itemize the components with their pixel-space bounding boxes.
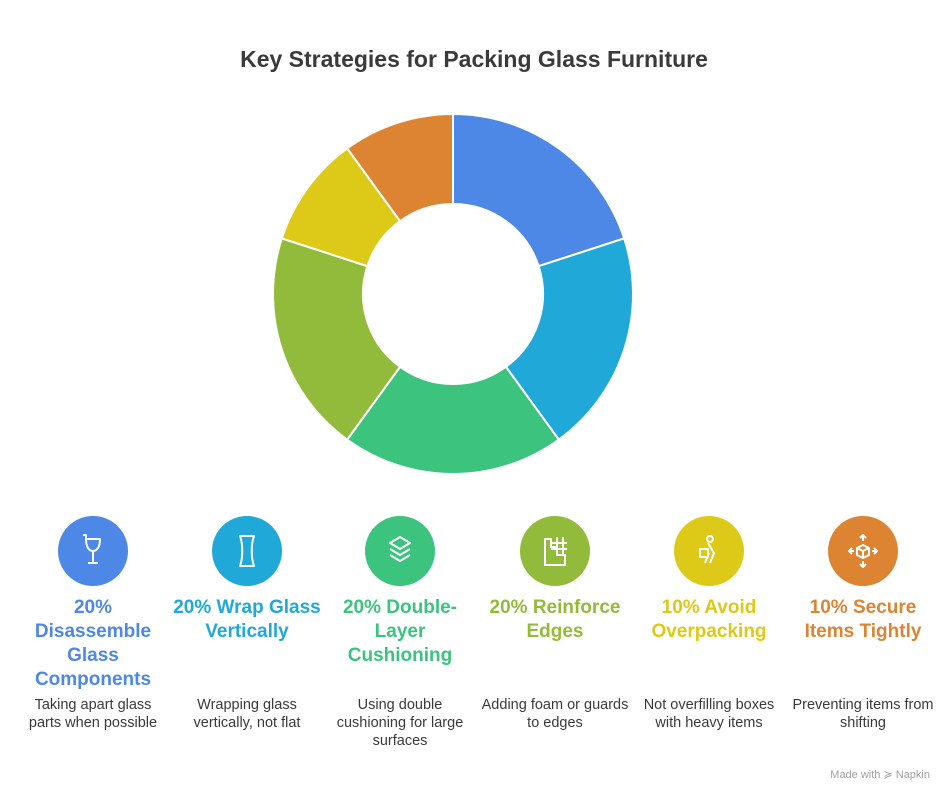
chart-title: Key Strategies for Packing Glass Furnitu… xyxy=(240,46,708,72)
strategy-label: 10% Secure Items Tightly xyxy=(804,597,922,642)
glass-panel-icon xyxy=(239,535,255,567)
strategy-label: 20% Double-Layer Cushioning xyxy=(342,597,458,666)
strategy-item: 10% Avoid Overpacking Not overfilling bo… xyxy=(634,516,784,731)
icon-circle xyxy=(520,516,590,586)
donut-slice-2 xyxy=(504,237,634,442)
icon-circle xyxy=(674,516,744,586)
layers-icon xyxy=(389,536,411,562)
strategy-description: Not overfilling boxes with heavy items xyxy=(643,697,775,731)
strategy-label: 20% Disassemble Glass Components xyxy=(34,597,152,690)
broken-glass-icon xyxy=(83,534,101,564)
strategy-description: Taking apart glass parts when possible xyxy=(28,697,158,731)
strategy-label: 20% Reinforce Edges xyxy=(489,597,621,642)
strategy-description: Wrapping glass vertically, not flat xyxy=(193,697,301,731)
strategy-description: Using double cushioning for large surfac… xyxy=(336,697,464,749)
icon-circle xyxy=(212,516,282,586)
donut-slice-6 xyxy=(345,112,454,223)
donut-chart xyxy=(272,112,634,475)
donut-slice-1 xyxy=(452,112,626,268)
edge-guard-icon xyxy=(544,537,567,566)
donut-slice-3 xyxy=(345,365,561,475)
box-arrows-icon xyxy=(848,534,878,568)
strategy-label: 10% Avoid Overpacking xyxy=(651,597,767,642)
strategy-item: 20% Wrap Glass Vertically Wrapping glass… xyxy=(172,516,322,731)
icon-circle xyxy=(828,516,898,586)
icon-circle xyxy=(58,516,128,586)
strategy-item: 10% Secure Items Tightly Preventing item… xyxy=(788,516,938,731)
icon-circle xyxy=(365,516,435,586)
donut-slice-4 xyxy=(272,237,402,442)
strategy-label: 20% Wrap Glass Vertically xyxy=(173,597,321,642)
person-carrying-box-icon xyxy=(699,535,715,564)
napkin-watermark: Made with ≽ Napkin xyxy=(830,769,930,781)
strategy-description: Preventing items from shifting xyxy=(792,697,934,731)
strategy-item: 20% Reinforce Edges Adding foam or guard… xyxy=(480,516,630,731)
strategy-item: 20% Disassemble Glass Components Taking … xyxy=(18,516,168,731)
strategy-item: 20% Double-Layer Cushioning Using double… xyxy=(325,516,475,749)
strategy-description: Adding foam or guards to edges xyxy=(481,697,629,731)
